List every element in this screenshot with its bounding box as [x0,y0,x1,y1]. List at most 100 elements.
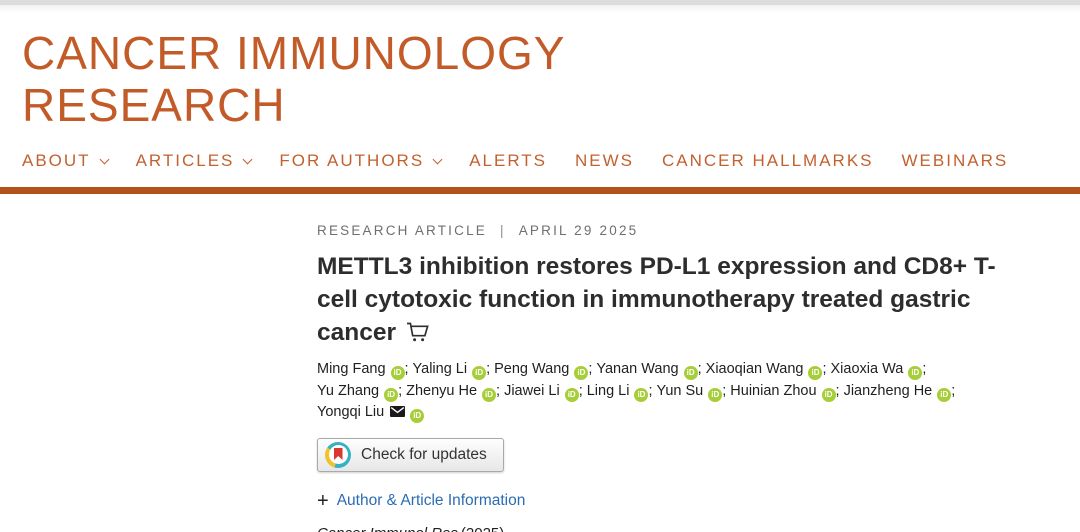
author-name-link[interactable]: Yaling Li [412,361,468,377]
author-article-information[interactable]: + Author & Article Information [317,490,1080,513]
journal-logo[interactable]: CANCER IMMUNOLOGY RESEARCH [22,27,1080,131]
article-date: APRIL 29 2025 [518,223,639,238]
author: Yanan Wang iD; [596,359,705,381]
nav-item-label: NEWS [575,151,635,170]
author: Huinian Zhou iD; [730,381,843,403]
author: Ling Li iD; [587,381,657,403]
check-for-updates-label: Check for updates [361,445,487,463]
author-separator: ; [578,382,583,399]
author-article-information-link[interactable]: Author & Article Information [336,491,526,509]
orcid-icon[interactable]: iD [708,387,723,402]
nav-item-label: ALERTS [469,151,548,170]
orcid-icon[interactable]: iD [482,387,497,402]
citation-line: Cancer Immunol Res(2025) [317,525,1080,532]
author-list: Ming Fang iD; Yaling Li iD; Peng Wang iD; Yana… [317,359,1017,425]
author: Yaling Li iD; [413,359,495,381]
nav-item-label: WEBINARS [901,151,1009,170]
nav-item-label: ARTICLES [135,151,235,170]
cart-icon[interactable] [405,320,430,343]
author: Xiaoqian Wang iD; [706,359,831,381]
eyebrow-separator: | [500,223,506,238]
author-separator: ; [922,361,927,377]
author-name-link[interactable]: Yanan Wang [596,361,679,377]
author: Jiawei Li iD; [504,381,587,403]
orcid-icon[interactable]: iD [390,366,405,380]
author-separator: ; [822,361,827,377]
orcid-icon[interactable]: iD [937,387,952,402]
author-name-link[interactable]: Jianzheng He [843,382,933,399]
journal-abbrev: Cancer Immunol Res [317,525,458,532]
author-separator: ; [496,382,501,399]
author: Ming Fang iD; [317,359,413,381]
author: Zhenyu He iD; [406,381,504,403]
author-name-link[interactable]: Huinian Zhou [730,382,817,399]
orcid-icon[interactable]: iD [410,409,425,423]
orcid-icon[interactable]: iD [574,366,589,380]
author-name-link[interactable]: Ling Li [586,382,630,399]
author-name-link[interactable]: Yu Zhang [317,382,380,399]
author: Yun Su iD; [656,381,730,403]
chevron-down-icon [242,154,253,164]
orcid-icon[interactable]: iD [634,387,649,402]
author: Yu Zhang iD; [317,381,406,403]
author-name-link[interactable]: Xiaoqian Wang [705,361,804,377]
orcid-icon[interactable]: iD [564,387,579,402]
nav-item[interactable]: ABOUT [22,151,110,171]
author-name-link[interactable]: Ming Fang [317,361,386,377]
author-name-link[interactable]: Xiaoxia Wa [830,361,904,377]
primary-nav: ABOUT ARTICLES FOR AUTHORS ALERTS NEWS C… [22,151,1080,187]
plus-icon: + [317,489,329,512]
orcid-icon[interactable]: iD [821,387,836,402]
article-eyebrow: RESEARCH ARTICLE | APRIL 29 2025 [317,223,1080,238]
orcid-icon[interactable]: iD [384,387,399,402]
author: Jianzheng He iD; [844,381,960,403]
brand-divider-bar [0,187,1080,194]
nav-item-label: FOR AUTHORS [279,151,425,170]
crossmark-bookmark [334,447,343,460]
article-title-text: METTL3 inhibition restores PD-L1 express… [317,253,996,346]
author-separator: ; [722,382,727,399]
author: Peng Wang iD; [494,359,596,381]
author-separator: ; [697,361,702,377]
nav-item[interactable]: CANCER HALLMARKS [662,151,874,171]
author-name-link[interactable]: Yun Su [656,382,704,399]
author-name-link[interactable]: Yongqi Liu [317,404,385,420]
orcid-icon[interactable]: iD [908,366,923,380]
author-separator: ; [588,361,593,377]
nav-item[interactable]: NEWS [575,151,634,171]
site-header: CANCER IMMUNOLOGY RESEARCH ABOUT ARTICLE… [0,13,1080,187]
author-separator: ; [835,382,840,399]
chevron-down-icon [432,154,443,164]
orcid-icon[interactable]: iD [683,366,698,380]
journal-logo-line2: RESEARCH [22,79,286,131]
author-separator: ; [951,382,956,399]
article-header-region: RESEARCH ARTICLE | APRIL 29 2025 METTL3 … [0,194,1080,532]
envelope-icon[interactable] [390,403,406,425]
article-title: METTL3 inhibition restores PD-L1 express… [317,250,1019,349]
author-separator: ; [648,382,653,399]
author: Yongqi Liu iD [317,402,428,425]
citation-year: (2025) [461,525,504,532]
top-strip [0,0,1080,5]
author-separator: ; [398,382,403,399]
crossmark-logo [325,441,351,468]
article-type-label: RESEARCH ARTICLE [317,223,487,238]
journal-logo-line1: CANCER IMMUNOLOGY [22,27,566,79]
nav-item[interactable]: FOR AUTHORS [279,151,443,171]
top-fade [0,5,1080,13]
nav-item-label: CANCER HALLMARKS [662,151,874,170]
author: Xiaoxia Wa iD; [831,359,931,381]
author-separator: ; [486,361,491,377]
nav-item[interactable]: ALERTS [469,151,547,171]
author-name-link[interactable]: Jiawei Li [504,382,560,399]
check-for-updates-button[interactable]: Check for updates [317,437,504,472]
orcid-icon[interactable]: iD [808,366,823,380]
nav-item[interactable]: WEBINARS [902,151,1009,171]
orcid-icon[interactable]: iD [472,366,487,380]
author-separator: ; [404,361,409,377]
author-name-link[interactable]: Peng Wang [494,361,570,377]
chevron-down-icon [99,154,110,164]
author-name-link[interactable]: Zhenyu He [406,382,478,399]
nav-item-label: ABOUT [22,151,91,170]
nav-item[interactable]: ARTICLES [135,151,253,171]
